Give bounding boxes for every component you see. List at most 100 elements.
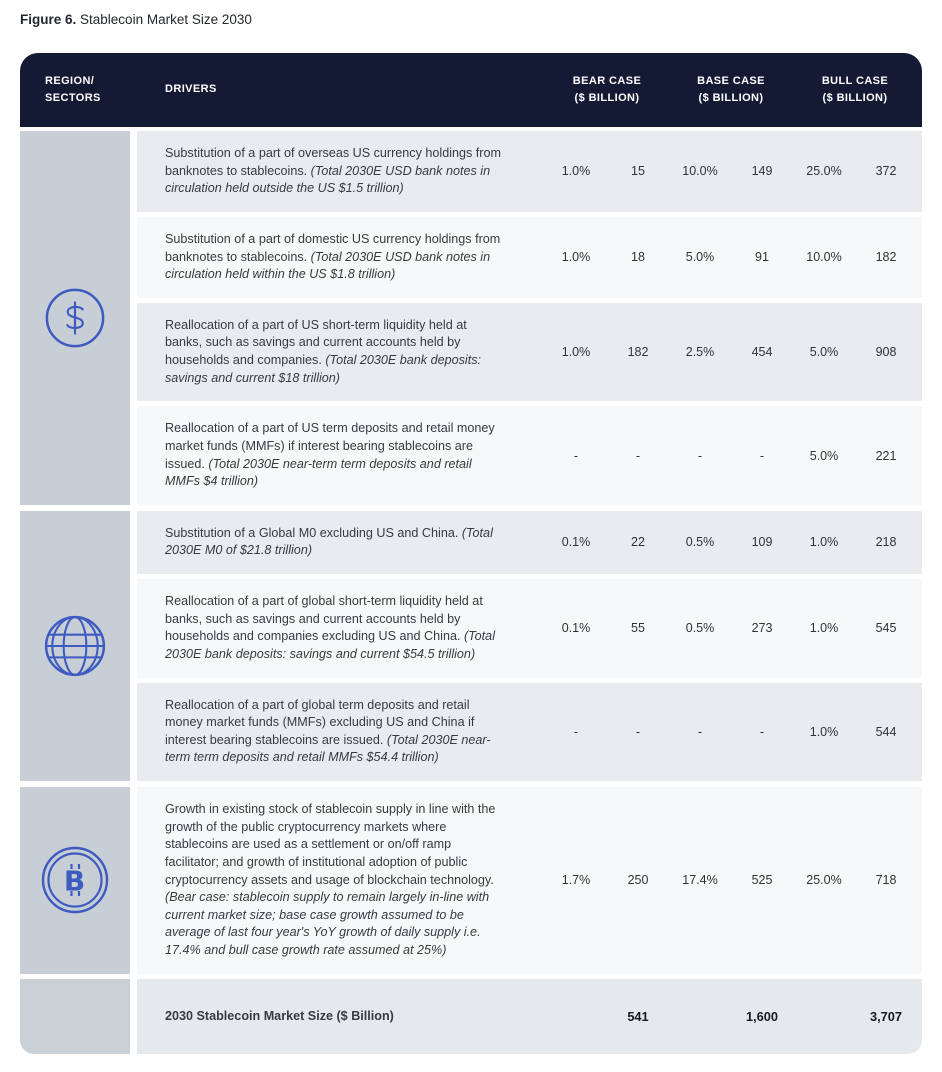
total-region-cell: [20, 978, 130, 1055]
bear-pct-cell: 1.0%: [561, 164, 591, 179]
driver-cell: Growth in existing stock of stablecoin s…: [137, 787, 545, 974]
bear-value-cell: -: [635, 724, 641, 739]
bull-value-cell: 182: [875, 250, 897, 265]
driver-note: (Total 2030E near-term term deposits and…: [165, 732, 491, 765]
bull-pct-cell: 25.0%: [806, 164, 842, 179]
bull-case-unit: ($ BILLION): [822, 92, 888, 104]
figure-title: Figure 6. Stablecoin Market Size 2030: [20, 12, 922, 27]
bull-value-cell: 544: [875, 724, 897, 739]
base-case-label: BASE CASE: [697, 74, 765, 87]
region-icon-cell-bitcoin: B: [20, 787, 130, 974]
driver-cell: Reallocation of a part of global short-t…: [137, 579, 545, 678]
bear-value-cell: 18: [631, 250, 645, 265]
driver-note: (Total 2030E USD bank notes in circulati…: [165, 163, 491, 196]
bull-value-cell: 218: [875, 535, 897, 550]
driver-text: Growth in existing stock of stablecoin s…: [165, 802, 496, 887]
base-value-cell: -: [759, 724, 765, 739]
base-pct-cell: -: [697, 724, 703, 739]
col-header-bull-case: BULL CASE ($ BILLION): [793, 73, 917, 107]
bull-value-cell: 908: [875, 345, 897, 359]
base-pct-cell: 0.5%: [685, 535, 715, 550]
base-value-cell: 454: [751, 345, 773, 359]
base-case-unit: ($ BILLION): [698, 92, 764, 104]
bitcoin-icon: B: [41, 847, 109, 914]
bear-pct-cell: 0.1%: [561, 535, 591, 550]
base-pct-cell: 2.5%: [685, 345, 715, 359]
bear-value-cell: 55: [631, 621, 645, 636]
driver-note: (Total 2030E M0 of $21.8 trillion): [165, 525, 493, 558]
section-rows: Growth in existing stock of stablecoin s…: [137, 787, 922, 974]
base-pct-cell: 5.0%: [685, 250, 715, 265]
table-body: Substitution of a part of overseas US cu…: [20, 131, 922, 974]
table-row: Substitution of a part of overseas US cu…: [137, 131, 922, 212]
region-header-line1: REGION/: [45, 74, 95, 87]
bull-case-label: BULL CASE: [821, 74, 889, 87]
driver-note: (Bear case: stablecoin supply to remain …: [165, 890, 490, 957]
base-pct-cell: 17.4%: [682, 873, 718, 888]
section-rows: Substitution of a part of overseas US cu…: [137, 131, 922, 505]
bear-case-label: BEAR CASE: [572, 74, 642, 87]
bear-pct-cell: -: [573, 724, 579, 739]
col-header-region-sectors: REGION/ SECTORS: [20, 73, 130, 107]
driver-note: (Total 2030E bank deposits: savings and …: [165, 353, 482, 385]
table-row: Substitution of a part of domestic US cu…: [137, 216, 922, 298]
driver-text: Reallocation of a part of US short-term …: [165, 317, 467, 367]
col-header-bear-case: BEAR CASE ($ BILLION): [545, 73, 669, 107]
driver-cell: Substitution of a part of domestic US cu…: [137, 217, 545, 298]
bear-value-cell: 22: [631, 535, 645, 550]
driver-cell: Reallocation of a part of US term deposi…: [137, 406, 545, 505]
bear-value-cell: 250: [627, 873, 649, 888]
figure-name: Stablecoin Market Size 2030: [80, 12, 252, 27]
region-header-line2: SECTORS: [45, 92, 101, 104]
driver-cell: Reallocation of a part of US short-term …: [137, 303, 545, 402]
bull-value-cell: 718: [875, 873, 897, 888]
driver-text: Reallocation of a part of global short-t…: [165, 594, 483, 644]
bull-value-total-cell: 3,707: [869, 1008, 903, 1024]
bear-value-cell: 15: [631, 164, 645, 179]
table-row: Reallocation of a part of global short-t…: [137, 579, 922, 678]
base-pct-cell: -: [697, 448, 703, 463]
base-value-cell: 273: [751, 621, 773, 636]
figure-label: Figure 6.: [20, 12, 77, 27]
section-us-currency: Substitution of a part of overseas US cu…: [20, 131, 922, 505]
bull-pct-cell: 1.0%: [809, 535, 839, 550]
stablecoin-market-table: REGION/ SECTORS DRIVERS BEAR CASE ($ BIL…: [20, 53, 922, 1055]
region-icon-cell-dollar: [20, 131, 130, 505]
dollar-icon: [45, 288, 105, 348]
table-total-row: 2030 Stablecoin Market Size ($ Billion) …: [20, 978, 922, 1055]
table-row: Substitution of a Global M0 excluding US…: [137, 510, 922, 574]
bull-pct-cell: 5.0%: [809, 448, 839, 463]
base-value-cell: 109: [751, 535, 773, 550]
bear-pct-cell: 1.0%: [561, 250, 591, 265]
base-value-cell: -: [759, 448, 765, 463]
svg-text:B: B: [64, 865, 85, 898]
bull-value-cell: 372: [875, 164, 897, 179]
base-value-cell: 149: [751, 164, 773, 179]
bull-pct-cell: 1.0%: [809, 724, 839, 739]
driver-text: Substitution of a Global M0 excluding US…: [165, 525, 459, 540]
bear-pct-cell: 0.1%: [561, 621, 591, 636]
driver-cell: Substitution of a Global M0 excluding US…: [137, 511, 545, 574]
bull-value-cell: 545: [875, 621, 897, 636]
base-pct-cell: 0.5%: [685, 621, 715, 636]
table-row: Reallocation of a part of US short-term …: [137, 302, 922, 402]
base-value-cell: 525: [751, 873, 773, 888]
total-label: 2030 Stablecoin Market Size ($ Billion): [165, 1008, 394, 1023]
driver-text: Substitution of a part of overseas US cu…: [165, 146, 501, 178]
table-header-row: REGION/ SECTORS DRIVERS BEAR CASE ($ BIL…: [20, 53, 922, 127]
col-header-drivers: DRIVERS: [165, 83, 217, 96]
bull-pct-cell: 10.0%: [806, 250, 842, 265]
driver-cell: Reallocation of a part of global term de…: [137, 683, 545, 782]
bull-pct-cell: 25.0%: [806, 873, 842, 888]
section-global: Substitution of a Global M0 excluding US…: [20, 510, 922, 782]
table-row: Growth in existing stock of stablecoin s…: [137, 787, 922, 974]
col-header-base-case: BASE CASE ($ BILLION): [669, 73, 793, 107]
bull-pct-cell: 5.0%: [809, 345, 839, 359]
bull-value-cell: 221: [875, 448, 897, 463]
section-rows: Substitution of a Global M0 excluding US…: [137, 510, 922, 782]
globe-icon: [44, 615, 106, 676]
base-value-cell: 91: [755, 250, 769, 265]
bear-pct-cell: -: [573, 448, 579, 463]
table-row: Reallocation of a part of US term deposi…: [137, 406, 922, 505]
